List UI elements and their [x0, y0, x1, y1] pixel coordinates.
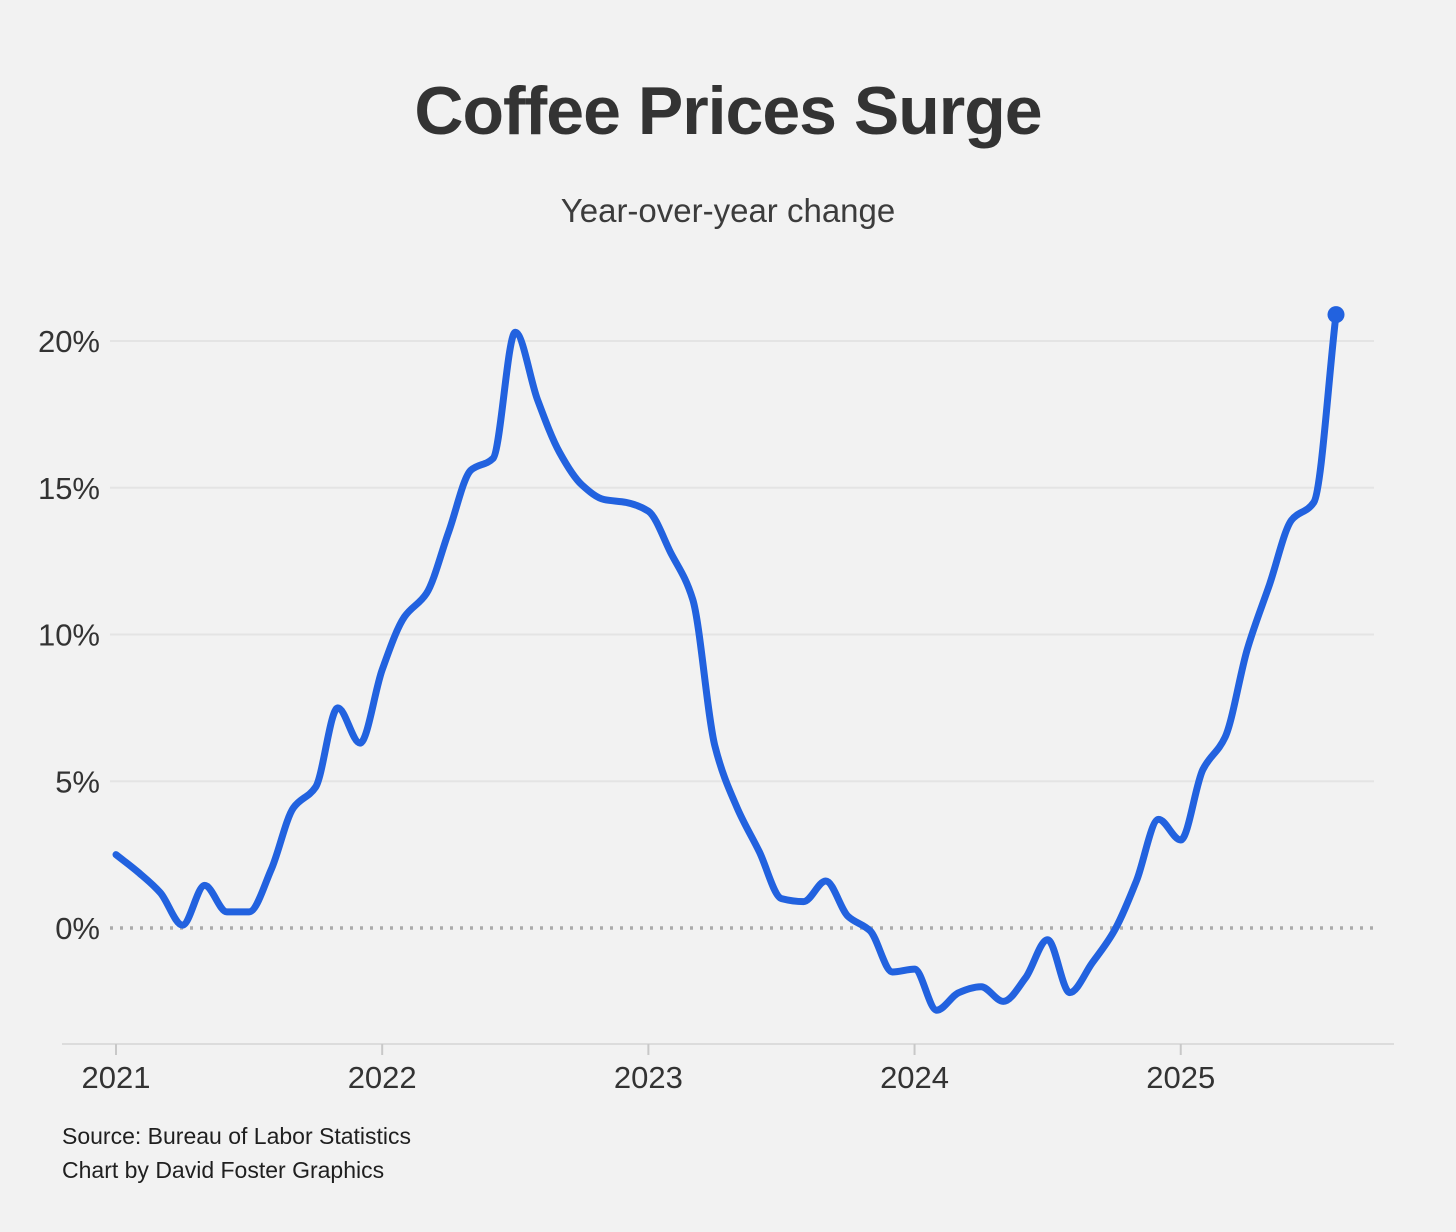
chart-footer: Source: Bureau of Labor Statistics Chart…: [62, 1119, 411, 1187]
y-axis-label: 10%: [38, 618, 100, 653]
price-line: [112, 311, 1340, 1014]
chart-title: Coffee Prices Surge: [414, 73, 1042, 149]
y-axis-label: 15%: [38, 471, 100, 506]
y-axis-label: 5%: [55, 764, 100, 799]
x-axis-label: 2025: [1146, 1060, 1215, 1095]
x-axis-label: 2021: [82, 1060, 151, 1095]
chart-subtitle: Year-over-year change: [560, 192, 896, 229]
y-axis-label: 0%: [55, 911, 100, 946]
credit-note: Chart by David Foster Graphics: [62, 1157, 385, 1183]
x-axis-label: 2024: [880, 1060, 949, 1095]
y-axis-label: 20%: [38, 324, 100, 359]
x-axis-label: 2022: [348, 1060, 417, 1095]
source-note: Source: Bureau of Labor Statistics: [62, 1123, 412, 1149]
x-axis-label: 2023: [614, 1060, 683, 1095]
endpoint-dot: [1327, 306, 1345, 324]
